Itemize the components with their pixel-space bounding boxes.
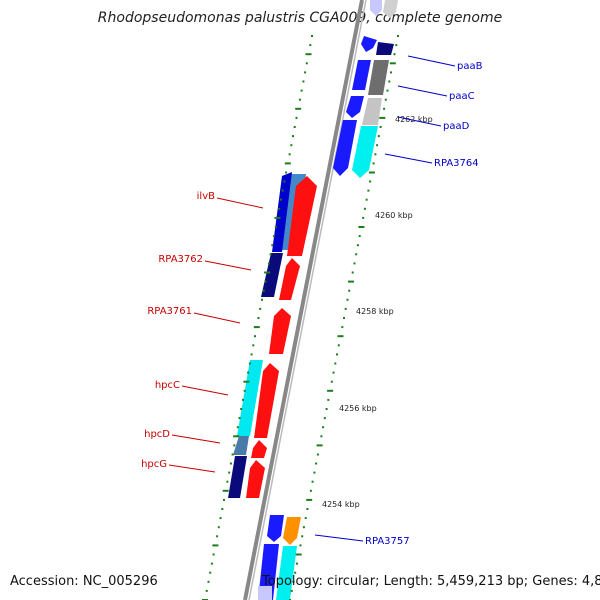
gene-label-rpa3757: RPA3757	[365, 536, 410, 547]
forward-genes-top	[333, 0, 398, 178]
gene-feature	[279, 258, 300, 300]
leader-line	[204, 260, 252, 271]
forward-genes-bottom	[258, 515, 301, 600]
gene-feature	[237, 360, 263, 436]
gene-feature	[333, 120, 357, 176]
gene-feature	[254, 363, 279, 438]
leader-line	[397, 116, 442, 127]
scale-label: 4260 kbp	[375, 211, 413, 220]
gene-feature	[261, 253, 283, 297]
leader-line	[168, 464, 216, 473]
tick-track-left	[202, 35, 313, 600]
gene-feature	[251, 440, 267, 458]
gene-feature	[346, 96, 364, 118]
accession-text: Accession: NC_005296	[10, 574, 158, 589]
gene-label-ilvb: ilvB	[197, 191, 215, 202]
gene-feature	[267, 515, 284, 542]
leader-line	[193, 312, 241, 324]
scale-label: 4256 kbp	[339, 404, 377, 413]
gene-feature	[228, 456, 247, 498]
gene-feature	[269, 308, 291, 354]
gene-label-rpa3762: RPA3762	[158, 254, 203, 265]
gene-feature	[233, 436, 249, 455]
gene-label-paad: paaD	[443, 121, 470, 132]
forward-gene-labels: paaB paaC paaD RPA3764 RPA3757	[314, 55, 483, 547]
gene-feature	[352, 60, 371, 90]
map-title: Rhodopseudomonas palustris CGA009, compl…	[97, 10, 503, 26]
gene-feature	[368, 60, 389, 95]
gene-feature	[287, 176, 317, 256]
reverse-gene-labels: ilvB RPA3762 RPA3761 hpcC hpcD hpcG	[141, 191, 264, 473]
reverse-genes	[228, 172, 317, 498]
gene-label-hpcc: hpcC	[155, 380, 180, 391]
gene-feature	[362, 98, 382, 125]
gene-feature	[246, 460, 265, 498]
gene-label-paac: paaC	[449, 91, 475, 102]
gene-feature	[283, 517, 301, 545]
backbone-line	[243, 0, 364, 600]
gene-label-hpcg: hpcG	[141, 459, 167, 470]
gene-feature	[376, 42, 394, 55]
gene-feature	[276, 546, 297, 600]
leader-line	[314, 534, 364, 542]
backbone-line-inner	[248, 0, 367, 600]
leader-line	[384, 153, 433, 164]
scale-label: 4258 kbp	[356, 307, 394, 316]
scale-labels: 4262 kbp 4260 kbp 4258 kbp 4256 kbp 4254…	[322, 115, 433, 509]
tick-track-right	[289, 35, 399, 600]
gene-label-rpa3764: RPA3764	[434, 158, 479, 169]
gene-feature	[361, 36, 377, 52]
gene-label-paab: paaB	[457, 61, 483, 72]
scale-label: 4262 kbp	[395, 115, 433, 124]
gene-feature	[383, 0, 398, 18]
leader-line	[407, 55, 456, 67]
leader-line	[181, 385, 229, 396]
topology-text: Topology: circular; Length: 5,459,213 bp…	[262, 574, 600, 589]
leader-line	[397, 85, 448, 97]
gene-label-hpcd: hpcD	[144, 429, 170, 440]
gene-label-rpa3761: RPA3761	[147, 306, 192, 317]
gene-feature	[258, 586, 272, 600]
gene-feature	[352, 126, 378, 178]
gene-feature	[370, 0, 382, 16]
scale-label: 4254 kbp	[322, 500, 360, 509]
gene-feature	[272, 172, 292, 252]
leader-line	[171, 434, 221, 444]
leader-line	[216, 197, 264, 209]
